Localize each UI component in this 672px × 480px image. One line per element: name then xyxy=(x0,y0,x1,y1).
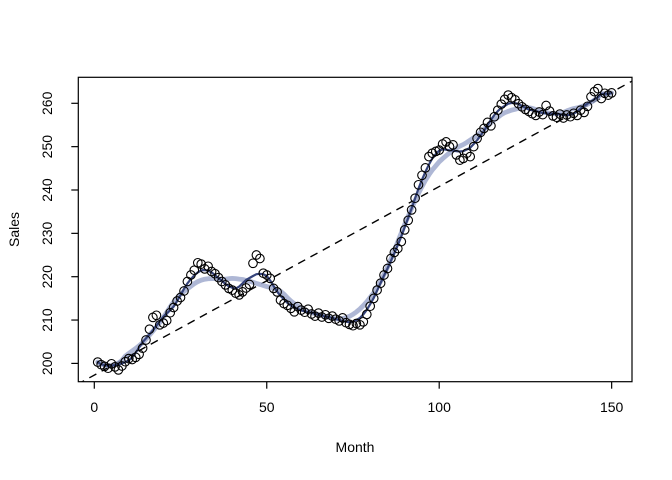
data-point xyxy=(579,107,589,118)
data-point xyxy=(572,110,583,121)
data-point xyxy=(403,215,414,226)
data-point xyxy=(244,279,255,290)
data-point xyxy=(196,259,207,269)
data-point xyxy=(282,300,293,311)
y-axis-tick-label: 250 xyxy=(39,135,55,159)
data-point xyxy=(272,287,282,297)
y-axis-title: Sales xyxy=(6,212,22,247)
data-point xyxy=(161,315,172,326)
data-point xyxy=(106,358,117,369)
data-point xyxy=(110,362,120,372)
data-point xyxy=(586,91,596,102)
data-point xyxy=(310,311,320,321)
data-point xyxy=(589,86,600,97)
data-point xyxy=(434,145,445,155)
data-point xyxy=(203,261,213,272)
data-point xyxy=(551,112,562,123)
data-point xyxy=(606,88,617,98)
data-point xyxy=(251,250,262,260)
x-axis-tick-label: 0 xyxy=(90,399,98,415)
data-point xyxy=(255,253,265,264)
data-point xyxy=(172,296,182,306)
data-point xyxy=(413,179,424,190)
data-point xyxy=(141,335,151,345)
data-point xyxy=(289,306,300,317)
data-point xyxy=(424,151,434,162)
data-point xyxy=(261,270,272,280)
data-point xyxy=(292,301,303,312)
y-axis-tick-label: 210 xyxy=(39,308,55,332)
y-axis-tick-label: 260 xyxy=(39,91,55,115)
data-point xyxy=(179,286,189,296)
data-point xyxy=(241,283,251,293)
data-point xyxy=(365,301,376,312)
data-point xyxy=(299,307,310,318)
data-point xyxy=(582,101,593,112)
data-point xyxy=(130,352,141,363)
x-axis-tick-label: 100 xyxy=(428,399,452,415)
data-point xyxy=(558,113,569,123)
data-point xyxy=(517,101,527,112)
data-point xyxy=(151,310,162,321)
data-point xyxy=(320,309,331,320)
data-point xyxy=(275,295,286,305)
data-point xyxy=(448,140,458,150)
data-point xyxy=(248,258,258,269)
data-point xyxy=(399,225,410,235)
data-point xyxy=(530,110,541,121)
data-point xyxy=(137,343,148,354)
data-point xyxy=(327,311,338,321)
data-point xyxy=(220,280,231,290)
data-point xyxy=(334,316,345,326)
data-point xyxy=(375,278,386,289)
data-point xyxy=(465,151,476,162)
data-point xyxy=(565,111,576,122)
data-point xyxy=(120,356,131,367)
data-point xyxy=(158,318,169,328)
data-point xyxy=(482,117,493,128)
plot-border xyxy=(77,76,633,383)
data-point xyxy=(593,83,603,94)
data-point xyxy=(544,106,555,116)
data-point xyxy=(503,90,514,100)
data-point xyxy=(268,283,279,294)
data-point xyxy=(496,99,507,110)
data-point xyxy=(227,285,238,295)
y-axis-tick-label: 230 xyxy=(39,221,55,245)
data-point xyxy=(410,193,420,204)
data-point xyxy=(382,263,393,274)
data-point xyxy=(199,264,210,274)
data-point xyxy=(234,290,245,300)
data-point xyxy=(406,205,417,215)
data-point xyxy=(265,273,276,284)
data-point xyxy=(165,307,176,318)
data-point xyxy=(368,293,379,304)
data-point xyxy=(486,120,496,131)
data-point xyxy=(186,270,196,280)
data-point xyxy=(361,309,372,320)
x-axis-tick-label: 150 xyxy=(600,399,624,415)
y-axis-tick-label: 240 xyxy=(39,178,55,202)
x-axis-title: Month xyxy=(336,439,375,455)
data-point xyxy=(468,141,479,152)
data-point xyxy=(217,276,227,287)
data-point xyxy=(513,98,524,109)
data-point xyxy=(286,303,296,314)
y-axis-tick-label: 220 xyxy=(39,265,55,289)
linear-trend-dashed-line xyxy=(80,80,633,382)
data-point xyxy=(355,319,365,330)
y-axis-tick-label: 200 xyxy=(39,352,55,376)
data-point xyxy=(461,148,472,159)
data-point xyxy=(541,100,551,111)
data-point xyxy=(458,153,469,164)
data-point xyxy=(144,324,155,335)
data-point xyxy=(337,313,348,323)
data-point xyxy=(420,163,431,173)
data-point xyxy=(303,304,313,315)
x-axis-tick-label: 50 xyxy=(259,399,275,415)
data-point xyxy=(396,236,407,247)
